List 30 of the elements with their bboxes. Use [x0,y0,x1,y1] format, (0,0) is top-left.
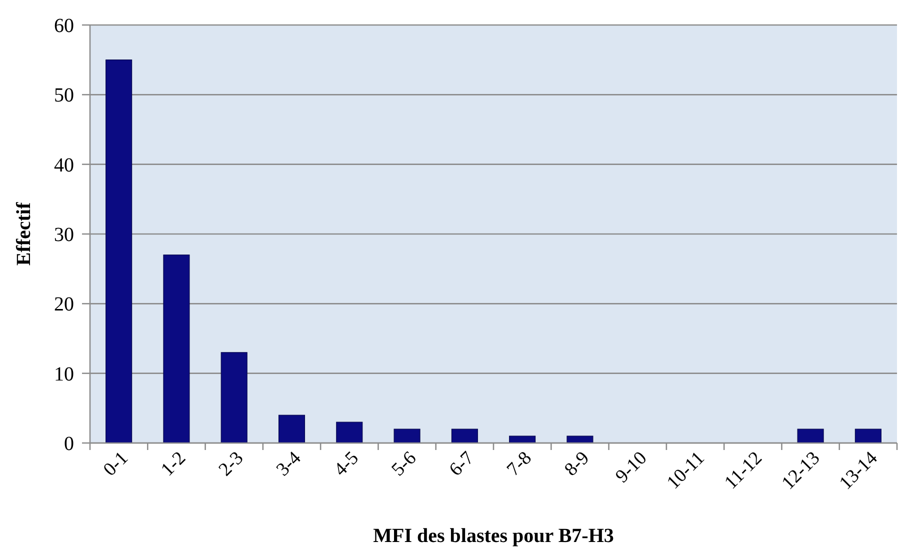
x-axis-title: MFI des blastes pour B7-H3 [373,525,614,547]
bar [509,436,536,444]
x-tick-label: 8-9 [560,448,594,480]
bar [394,428,420,444]
bar [566,436,594,444]
bar [220,352,248,444]
x-tick-label: 2-3 [214,448,248,480]
bar [854,428,882,444]
x-tick-label: 4-5 [330,448,363,480]
y-tick-label: 40 [54,154,74,176]
y-tick-label: 30 [54,224,74,246]
x-tick-label: 1-2 [157,448,190,480]
y-tick-label: 20 [54,294,74,316]
x-tick-label: 9-10 [612,448,652,488]
bar [797,428,824,444]
y-tick-label: 60 [54,15,74,37]
x-tick-label: 6-7 [445,448,478,480]
bar [278,414,306,444]
y-axis-title: Effectif [13,202,35,266]
x-tick-label: 3-4 [272,447,306,480]
x-tick-label: 0-1 [100,448,132,480]
bar [336,422,363,444]
bar [163,254,190,444]
x-tick-label: 5-6 [388,448,421,480]
x-tick-label: 7-8 [503,448,536,480]
y-tick-label: 0 [64,433,74,455]
y-tick-label: 50 [54,84,74,107]
bar [106,60,132,444]
y-tick-label: 10 [54,363,74,386]
bar [451,428,478,444]
